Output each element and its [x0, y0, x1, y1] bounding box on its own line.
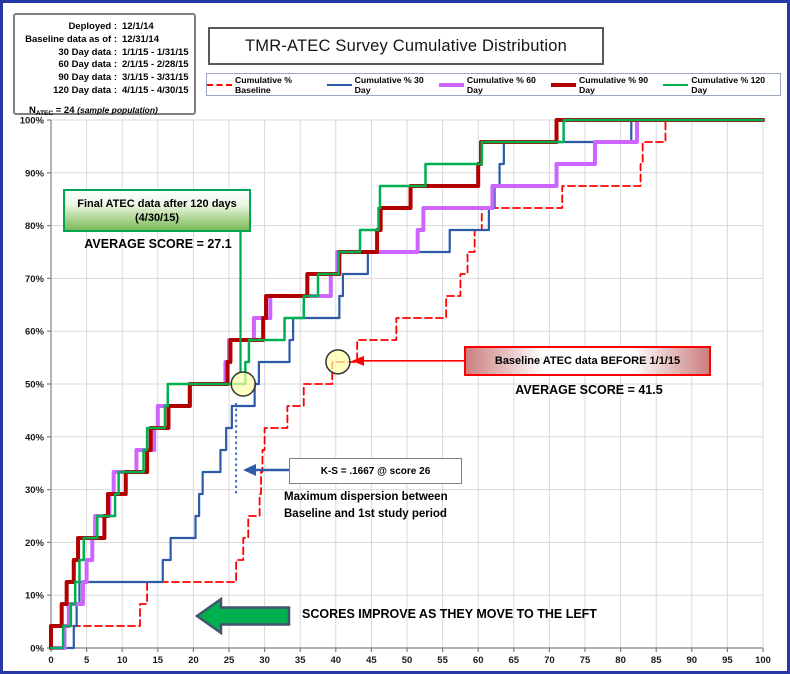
legend-key-line-icon	[663, 83, 689, 86]
legend-item-2: Cumulative % 60 Day	[438, 74, 551, 95]
dispersion-note-line1: Maximum dispersion between	[284, 491, 448, 503]
svg-text:80: 80	[615, 655, 626, 666]
legend-label: Cumulative % 120 Day	[691, 74, 766, 95]
legend-key-line-icon	[326, 83, 352, 86]
final-data-callout: Final ATEC data after 120 days (4/30/15)	[63, 189, 251, 232]
svg-text:70: 70	[544, 655, 555, 666]
info-row-0: Deployed : 12/1/14	[21, 21, 190, 34]
svg-text:80%: 80%	[25, 221, 45, 232]
info-row-2: 30 Day data : 1/1/15 - 1/31/15	[21, 47, 190, 60]
sample-population-line: NATEC = 24 (sample population)	[21, 104, 190, 121]
legend-item-0: Cumulative % Baseline	[207, 75, 327, 95]
axes	[47, 119, 764, 652]
average-score-baseline: AVERAGE SCORE = 41.5	[515, 383, 663, 397]
final-data-callout-line2: (4/30/15)	[134, 211, 180, 224]
svg-text:10%: 10%	[25, 591, 45, 602]
info-row-label: 30 Day data :	[58, 46, 117, 58]
svg-text:10: 10	[117, 655, 128, 666]
info-row-label: 90 Day data :	[58, 72, 117, 84]
svg-text:55: 55	[437, 655, 448, 666]
baseline-score-highlight-circle	[325, 349, 351, 375]
svg-text:30%: 30%	[25, 485, 45, 496]
n-label: NATEC = 24	[29, 104, 78, 117]
final-score-highlight-circle	[230, 371, 256, 397]
info-row-value: 2/1/15 - 2/28/15	[122, 59, 189, 71]
series-line-cumulative-120-day	[49, 118, 765, 650]
svg-text:75: 75	[580, 655, 591, 666]
svg-text:70%: 70%	[25, 274, 45, 285]
svg-text:100: 100	[755, 655, 771, 666]
info-row-label: Deployed :	[68, 21, 117, 32]
info-row-value: 4/1/15 - 4/30/15	[122, 84, 189, 96]
svg-text:100%: 100%	[20, 116, 45, 127]
info-row-label: 120 Day data :	[53, 84, 117, 96]
svg-text:85: 85	[651, 655, 662, 666]
svg-text:60%: 60%	[25, 327, 45, 338]
svg-text:95: 95	[722, 655, 733, 666]
deployment-info-rows: Deployed : 12/1/14 Baseline data as of : 12…	[21, 21, 190, 98]
ks-statistic-callout: K-S = .1667 @ score 26	[289, 458, 462, 484]
svg-text:20: 20	[188, 655, 199, 666]
info-row-5: 120 Day data : 4/1/15 - 4/30/15	[21, 85, 190, 98]
svg-text:60: 60	[473, 655, 484, 666]
legend: Cumulative % Baseline Cumulative % 30 Day…	[206, 73, 781, 96]
svg-text:15: 15	[153, 655, 164, 666]
chart-title: TMR-ATEC Survey Cumulative Distribution	[245, 36, 567, 55]
info-row-3: 60 Day data : 2/1/15 - 2/28/15	[21, 59, 190, 72]
legend-item-4: Cumulative % 120 Day	[663, 75, 780, 95]
info-row-value: 12/1/14	[122, 21, 154, 32]
scores-improve-note: SCORES IMPROVE AS THEY MOVE TO THE LEFT	[302, 607, 597, 621]
svg-text:0%: 0%	[30, 644, 44, 655]
info-row-label: 60 Day data :	[58, 59, 117, 71]
ks-callout-arrowhead-icon	[243, 464, 256, 476]
svg-text:20%: 20%	[25, 538, 45, 549]
svg-text:90%: 90%	[25, 168, 45, 179]
legend-label: Cumulative % 60 Day	[466, 74, 536, 95]
legend-label: Cumulative % Baseline	[235, 74, 292, 95]
legend-item-3: Cumulative % 90 Day	[551, 75, 663, 95]
svg-text:0: 0	[48, 655, 53, 666]
legend-key-line-icon	[438, 82, 464, 87]
legend-label: Cumulative % 30 Day	[354, 74, 424, 95]
svg-text:45: 45	[366, 655, 377, 666]
series-line-cumulative-baseline	[50, 119, 764, 649]
svg-text:30: 30	[259, 655, 270, 666]
svg-text:50: 50	[402, 655, 413, 666]
sample-population-note: (sample population)	[77, 104, 158, 115]
y-axis-labels: 0% 10% 20% 30% 40% 50% 60% 70% 80% 90% 100%	[20, 116, 45, 655]
legend-item-1: Cumulative % 30 Day	[326, 74, 439, 95]
svg-text:40%: 40%	[25, 432, 45, 443]
legend-label: Cumulative % 90 Day	[579, 74, 649, 95]
final-data-callout-line1: Final ATEC data after 120 days	[77, 197, 237, 210]
average-score-120day: AVERAGE SCORE = 27.1	[84, 237, 232, 251]
info-row-value: 12/31/14	[122, 33, 159, 45]
info-row-value: 3/1/15 - 3/31/15	[122, 72, 189, 84]
svg-text:35: 35	[295, 655, 306, 666]
legend-key-line-icon	[207, 83, 233, 86]
baseline-data-callout: Baseline ATEC data BEFORE 1/1/15	[464, 346, 711, 376]
info-row-1: Baseline data as of : 12/31/14	[21, 34, 190, 47]
dispersion-note: Maximum dispersion between Baseline and …	[284, 489, 524, 522]
info-row-4: 90 Day data : 3/1/15 - 3/31/15	[21, 72, 190, 85]
svg-text:25: 25	[224, 655, 235, 666]
scores-improve-left-arrow-icon	[194, 596, 291, 636]
x-axis-labels: 0 5 10 15 20 25 30 35 40 45 50 55 60 65 70 75 80 85 90 95 10…	[48, 655, 771, 666]
chart-title-box: TMR-ATEC Survey Cumulative Distribution	[208, 27, 604, 65]
baseline-callout-arrowhead-icon	[351, 355, 364, 366]
legend-key-line-icon	[551, 82, 577, 87]
deployment-info-box: Deployed : 12/1/14 Baseline data as of : 12…	[13, 13, 196, 117]
svg-text:65: 65	[509, 655, 520, 666]
info-row-value: 1/1/15 - 1/31/15	[122, 46, 189, 58]
svg-text:90: 90	[687, 655, 698, 666]
svg-text:50%: 50%	[25, 380, 45, 391]
svg-text:40: 40	[331, 655, 342, 666]
info-row-label: Baseline data as of :	[25, 33, 117, 45]
dispersion-note-line2: Baseline and 1st study period	[284, 507, 447, 520]
cumulative-distribution-plot: 0 5 10 15 20 25 30 35 40 45 50 55 60 65 70 75 80 85 90 95 10…	[20, 116, 771, 667]
svg-text:5: 5	[84, 655, 90, 666]
